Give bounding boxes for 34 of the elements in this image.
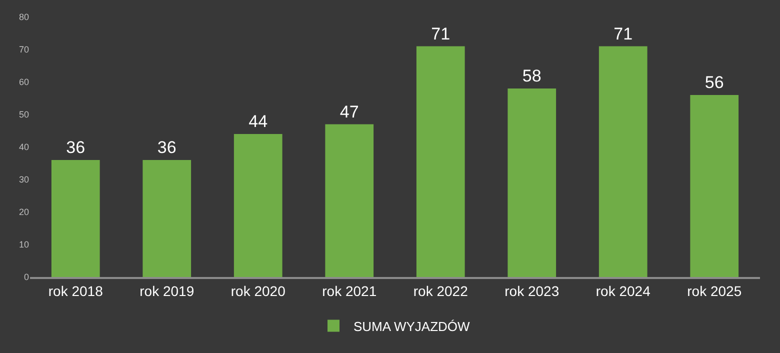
y-tick-label: 20: [18, 207, 29, 218]
y-tick-label: 60: [18, 77, 29, 88]
bar: [508, 88, 556, 277]
data-label: 44: [248, 112, 268, 131]
bar: [598, 46, 648, 277]
data-label: 58: [522, 66, 542, 86]
x-tick-label: rok 2023: [504, 282, 560, 299]
y-tick-label: 0: [24, 272, 29, 282]
y-tick-label: 80: [18, 12, 29, 22]
data-label: 47: [340, 102, 359, 122]
x-tick-label: rok 2018: [48, 282, 104, 299]
y-tick-label: 30: [18, 174, 29, 185]
x-tick-label: rok 2022: [413, 282, 468, 299]
x-tick-label: rok 2024: [596, 282, 651, 299]
bar: [325, 124, 374, 277]
data-label: 56: [704, 73, 724, 92]
x-tick-label: rok 2020: [230, 282, 286, 299]
legend-label: SUMA WYJAZDÓW: [354, 318, 471, 334]
bar: [51, 160, 100, 277]
data-label: 36: [157, 138, 176, 157]
bar: [416, 46, 465, 277]
y-tick-label: 50: [18, 110, 29, 120]
y-tick-label: 10: [18, 240, 29, 250]
data-label: 71: [614, 24, 633, 44]
bar: [690, 95, 739, 277]
y-tick-label: 70: [18, 44, 29, 55]
x-tick-label: rok 2019: [140, 282, 194, 299]
y-tick-label: 40: [18, 142, 29, 152]
x-tick-label: rok 2021: [322, 282, 377, 299]
data-label: 36: [66, 138, 86, 157]
bar: [142, 160, 192, 277]
x-tick-label: rok 2025: [687, 282, 742, 299]
data-label: 71: [431, 24, 450, 44]
bar: [234, 134, 282, 277]
